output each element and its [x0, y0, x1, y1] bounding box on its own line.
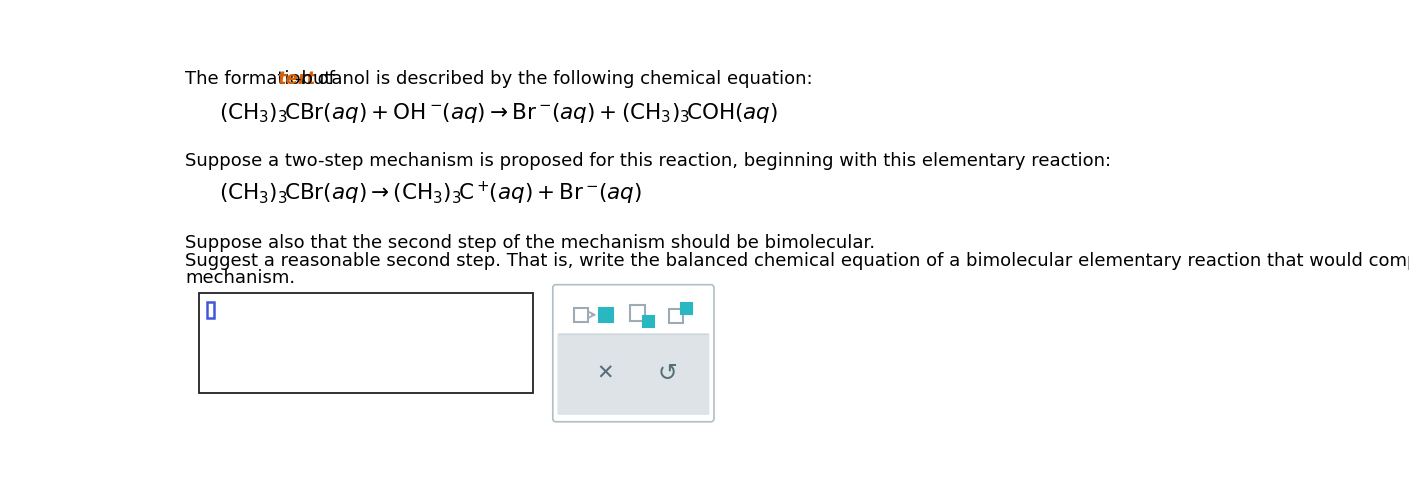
Text: $\left(\mathrm{CH_3}\right)_3\!\mathrm{CBr}\left(aq\right)+\mathrm{OH}^-\!\left(: $\left(\mathrm{CH_3}\right)_3\!\mathrm{C…: [218, 101, 778, 125]
FancyBboxPatch shape: [552, 285, 714, 422]
Text: ✕: ✕: [597, 363, 614, 383]
Text: Suppose a two-step mechanism is proposed for this reaction, beginning with this : Suppose a two-step mechanism is proposed…: [186, 152, 1112, 170]
Text: Suppose also that the second step of the mechanism should be bimolecular.: Suppose also that the second step of the…: [186, 234, 875, 252]
Bar: [643, 316, 654, 327]
Bar: [573, 308, 588, 322]
Bar: [682, 303, 692, 314]
Bar: [200, 293, 533, 393]
Text: Suggest a reasonable second step. That is, write the balanced chemical equation : Suggest a reasonable second step. That i…: [186, 252, 1409, 270]
Text: mechanism.: mechanism.: [186, 269, 296, 287]
Bar: [207, 302, 214, 318]
Bar: [669, 310, 683, 323]
Text: $\left(\mathrm{CH_3}\right)_3\!\mathrm{CBr}\left(aq\right)\rightarrow \left(\mat: $\left(\mathrm{CH_3}\right)_3\!\mathrm{C…: [218, 180, 641, 208]
Text: tert: tert: [278, 70, 316, 88]
Bar: [630, 306, 645, 321]
FancyBboxPatch shape: [558, 333, 709, 415]
Text: ↺: ↺: [658, 361, 678, 385]
Text: -butanol is described by the following chemical equation:: -butanol is described by the following c…: [296, 70, 813, 88]
Bar: [599, 308, 613, 322]
Text: The formation of: The formation of: [186, 70, 341, 88]
